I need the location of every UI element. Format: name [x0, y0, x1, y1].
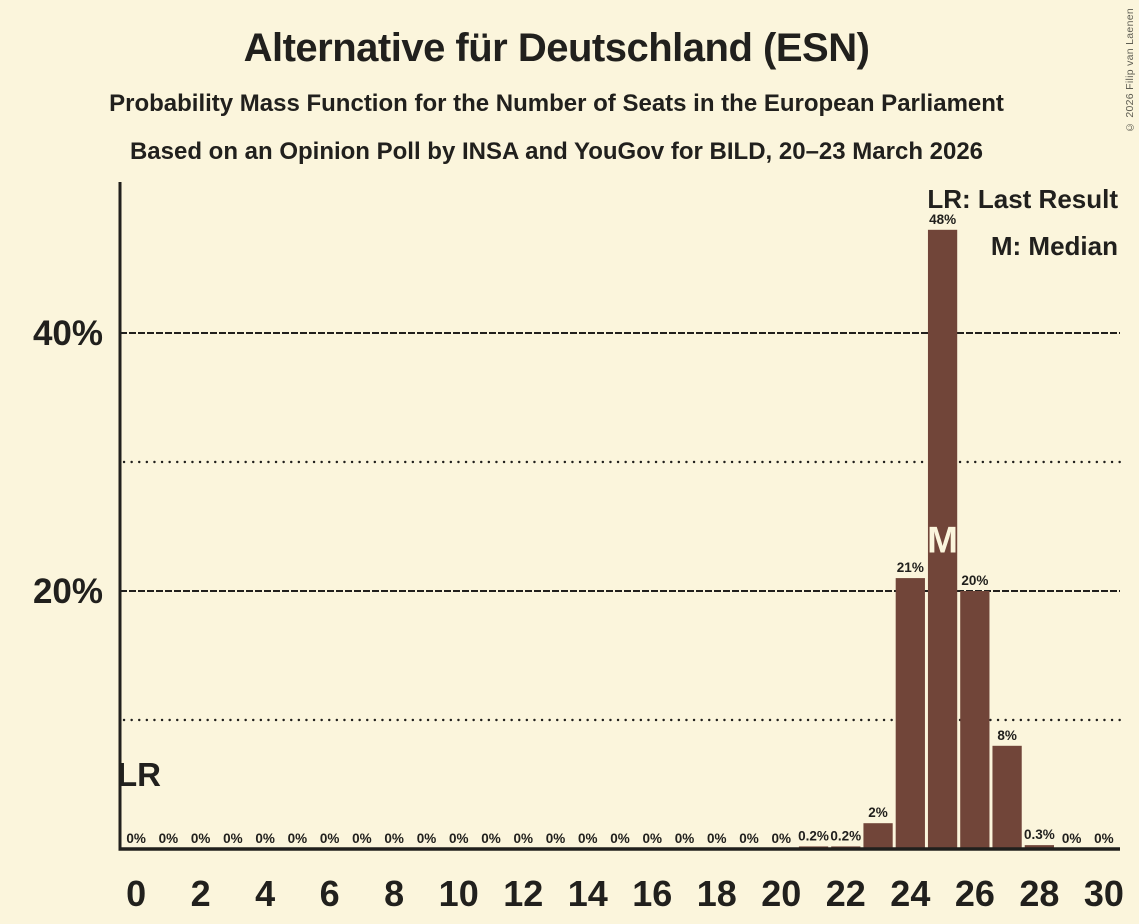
bar-value-label-18: 0% [707, 831, 727, 846]
chart-subtitle: Probability Mass Function for the Number… [109, 90, 1004, 117]
x-tick-label-12: 12 [503, 873, 543, 914]
bar-value-label-17: 0% [675, 831, 695, 846]
bar-value-label-12: 0% [513, 831, 533, 846]
bar-value-label-16: 0% [643, 831, 663, 846]
bar-value-label-5: 0% [288, 831, 308, 846]
x-tick-label-8: 8 [384, 873, 404, 914]
bar-value-label-20: 0% [772, 831, 792, 846]
bar-seat-25 [927, 229, 958, 850]
bar-seat-24 [895, 578, 925, 849]
bar-value-label-4: 0% [255, 831, 275, 846]
x-tick-label-6: 6 [320, 873, 340, 914]
bar-value-label-14: 0% [578, 831, 598, 846]
bar-value-label-1: 0% [159, 831, 179, 846]
bar-value-label-3: 0% [223, 831, 243, 846]
bar-seat-26 [960, 591, 990, 849]
bar-value-label-0: 0% [126, 831, 146, 846]
bar-value-label-11: 0% [481, 831, 501, 846]
legend-median: M: Median [990, 231, 1118, 261]
bar-value-label-24: 21% [897, 560, 924, 575]
bar-value-label-23: 2% [868, 805, 888, 820]
bar-value-label-30: 0% [1094, 831, 1114, 846]
x-tick-label-20: 20 [761, 873, 801, 914]
x-tick-label-28: 28 [1019, 873, 1059, 914]
legend: LR: Last Result M: Median [927, 184, 1118, 278]
bar-value-label-21: 0.2% [798, 828, 829, 843]
last-result-label: LR [117, 756, 161, 793]
x-tick-label-10: 10 [439, 873, 479, 914]
bar-value-label-13: 0% [546, 831, 566, 846]
bar-value-label-8: 0% [384, 831, 404, 846]
y-tick-label-40: 40% [33, 314, 103, 353]
bar-seat-27 [992, 745, 1022, 849]
x-tick-label-30: 30 [1084, 873, 1124, 914]
bar-value-label-10: 0% [449, 831, 469, 846]
x-tick-label-0: 0 [126, 873, 146, 914]
poll-details: Based on an Opinion Poll by INSA and You… [129, 138, 984, 165]
bar-value-label-9: 0% [417, 831, 437, 846]
bar-value-label-29: 0% [1062, 831, 1082, 846]
bar-value-label-28: 0.3% [1024, 827, 1055, 842]
bar-value-label-22: 0.2% [830, 828, 861, 843]
bar-seat-23 [863, 823, 893, 849]
bar-value-label-26: 20% [961, 573, 988, 588]
x-tick-label-16: 16 [632, 873, 672, 914]
bar-value-label-25: 48% [929, 212, 956, 227]
bar-seat-28 [1024, 845, 1054, 849]
x-tick-label-4: 4 [255, 873, 275, 914]
x-tick-label-18: 18 [697, 873, 737, 914]
y-tick-label-20: 20% [33, 572, 103, 611]
bar-value-label-15: 0% [610, 831, 630, 846]
bar-value-label-19: 0% [739, 831, 759, 846]
legend-last-result: LR: Last Result [927, 184, 1118, 214]
x-tick-label-22: 22 [826, 873, 866, 914]
median-label: M [927, 519, 958, 560]
bar-value-label-6: 0% [320, 831, 340, 846]
page-title: Alternative für Deutschland (ESN) [243, 26, 870, 70]
x-tick-label-26: 26 [955, 873, 995, 914]
bar-value-label-27: 8% [997, 728, 1017, 743]
bar-value-label-2: 0% [191, 831, 211, 846]
x-tick-label-14: 14 [568, 873, 608, 914]
bar-value-label-7: 0% [352, 831, 372, 846]
x-tick-label-2: 2 [191, 873, 211, 914]
x-tick-label-24: 24 [890, 873, 930, 914]
